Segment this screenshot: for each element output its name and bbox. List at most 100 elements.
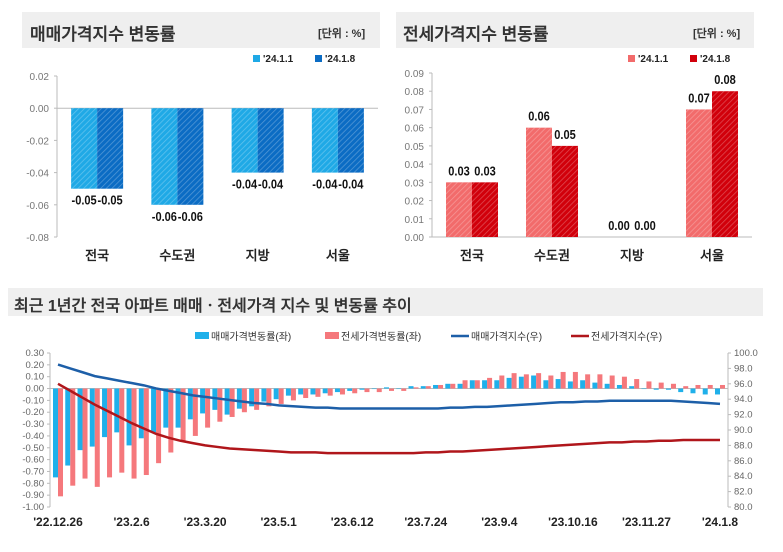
sale-rate-bar bbox=[298, 388, 304, 395]
jeonse-rate-bar bbox=[499, 375, 505, 389]
legend-swatch bbox=[315, 55, 322, 62]
data-label: -0.05 bbox=[98, 193, 123, 208]
category-label: 전국 bbox=[85, 248, 109, 263]
jeonse-rate-bar bbox=[597, 374, 603, 389]
bar-hatch bbox=[97, 108, 124, 189]
sale-rate-bar bbox=[592, 382, 598, 389]
bar-hatch bbox=[526, 127, 552, 237]
sale-rate-bar bbox=[273, 388, 279, 400]
jeonse-rate-bar bbox=[413, 387, 419, 389]
sale-rate-bar bbox=[65, 388, 71, 466]
sale-rate-bar bbox=[580, 380, 586, 389]
jeonse-chart-title: 전세가격지수 변동률 bbox=[403, 25, 549, 44]
jeonse-rate-bar bbox=[658, 382, 664, 389]
jeonse-rate-bar bbox=[572, 371, 578, 389]
data-label: -0.04 bbox=[338, 177, 363, 192]
jeonse-rate-bar bbox=[119, 388, 125, 473]
data-label: 0.00 bbox=[608, 218, 630, 233]
x-tick-label: '23.9.4 bbox=[481, 515, 518, 529]
category-label: 지방 bbox=[246, 248, 270, 263]
jeonse-rate-bar bbox=[339, 388, 345, 395]
jeonse-rate-bar bbox=[621, 376, 627, 389]
sale-rate-bar bbox=[702, 388, 708, 395]
jeonse-rate-bar bbox=[389, 388, 394, 391]
sale-chart-title: 매매가격지수 변동률 bbox=[30, 25, 176, 44]
jeonse-rate-bar bbox=[720, 384, 725, 389]
right-tick-label: 82.0 bbox=[734, 487, 753, 498]
right-tick-label: 84.0 bbox=[734, 471, 753, 482]
jeonse-rate-bar bbox=[401, 388, 407, 391]
jeonse-rate-bar bbox=[241, 388, 247, 413]
jeonse-rate-bar bbox=[707, 384, 713, 389]
right-tick-label: 96.0 bbox=[734, 379, 753, 390]
trend-chart-title: 최근 1년간 전국 아파트 매매ㆍ전세가격 지수 및 변동률 추이 bbox=[14, 298, 412, 315]
sale-rate-bar bbox=[347, 388, 353, 391]
jeonse-rate-bar bbox=[352, 388, 358, 394]
sale-rate-bar bbox=[236, 388, 242, 409]
jeonse-rate-bar bbox=[168, 388, 174, 453]
legend-label: 매매가격변동률(좌) bbox=[211, 330, 291, 343]
jeonse-rate-bar bbox=[609, 375, 615, 389]
jeonse-rate-bar bbox=[511, 373, 517, 389]
sale-rate-bar bbox=[53, 388, 58, 478]
jeonse-rate-bar bbox=[315, 388, 321, 397]
sale-rate-bar bbox=[175, 388, 181, 428]
sale-index-line bbox=[57, 363, 721, 410]
category-label: 서울 bbox=[326, 248, 350, 263]
left-tick-label: 0.00 bbox=[26, 384, 45, 395]
legend-label: '24.1.8 bbox=[325, 54, 356, 65]
jeonse-rate-bar bbox=[82, 388, 88, 479]
y-tick-label: -0.08 bbox=[26, 233, 49, 244]
sale-rate-bar bbox=[322, 388, 328, 394]
jeonse-rate-bar bbox=[695, 384, 701, 389]
sale-rate-bar bbox=[89, 388, 95, 447]
left-tick-label: -0.80 bbox=[22, 478, 44, 489]
bar-hatch bbox=[257, 108, 284, 173]
category-label: 서울 bbox=[700, 248, 724, 263]
jeonse-rate-bar bbox=[462, 380, 468, 389]
left-tick-label: -0.20 bbox=[22, 407, 44, 418]
jeonse-rate-bar bbox=[156, 388, 162, 464]
sale-rate-bar bbox=[420, 386, 426, 389]
x-tick-label: '23.2.6 bbox=[113, 515, 150, 529]
sale-rate-bar bbox=[543, 380, 549, 389]
bar-hatch bbox=[686, 109, 712, 237]
left-tick-label: -0.30 bbox=[22, 419, 44, 430]
right-tick-label: 88.0 bbox=[734, 440, 753, 451]
bar-hatch bbox=[337, 108, 364, 173]
y-tick-label: 0.09 bbox=[405, 69, 425, 80]
y-tick-label: -0.04 bbox=[26, 169, 49, 180]
sale-rate-bar bbox=[163, 388, 169, 428]
data-label: -0.06 bbox=[178, 209, 203, 224]
y-tick-label: 0.03 bbox=[405, 178, 425, 189]
left-tick-label: -0.50 bbox=[22, 443, 44, 454]
jeonse-rate-bar bbox=[634, 379, 640, 389]
bar-hatch bbox=[71, 108, 98, 189]
legend-label: 매매가격지수(우) bbox=[471, 330, 542, 343]
bar-hatch bbox=[446, 182, 472, 237]
sale-rate-bar bbox=[494, 380, 500, 389]
bar-hatch bbox=[177, 108, 204, 205]
left-tick-label: 0.10 bbox=[26, 372, 45, 383]
x-tick-label: '23.11.27 bbox=[622, 515, 671, 529]
jeonse-rate-bar bbox=[670, 383, 676, 389]
bar-hatch bbox=[151, 108, 178, 205]
sale-rate-bar bbox=[371, 388, 377, 390]
jeonse-rate-bar bbox=[425, 386, 431, 389]
sale-rate-bar bbox=[334, 388, 340, 393]
data-label: 0.07 bbox=[688, 91, 710, 106]
sale-rate-bar bbox=[641, 388, 647, 390]
jeonse-unit-label: [단위 : %] bbox=[693, 28, 741, 40]
sale-rate-bar bbox=[715, 388, 720, 395]
jeonse-rate-bar bbox=[474, 380, 480, 389]
jeonse-rate-bar bbox=[523, 374, 529, 389]
sale-rate-bar bbox=[433, 384, 439, 389]
jeonse-rate-bar bbox=[58, 388, 63, 497]
legend-label: 전세가격지수(우) bbox=[591, 330, 662, 343]
sale-rate-bar bbox=[310, 388, 316, 395]
sale-rate-bar bbox=[224, 388, 230, 415]
jeonse-rate-bar bbox=[229, 388, 235, 417]
left-tick-label: -0.10 bbox=[22, 395, 44, 406]
sale-rate-bar bbox=[604, 383, 610, 389]
jeonse-rate-bar bbox=[70, 388, 76, 486]
